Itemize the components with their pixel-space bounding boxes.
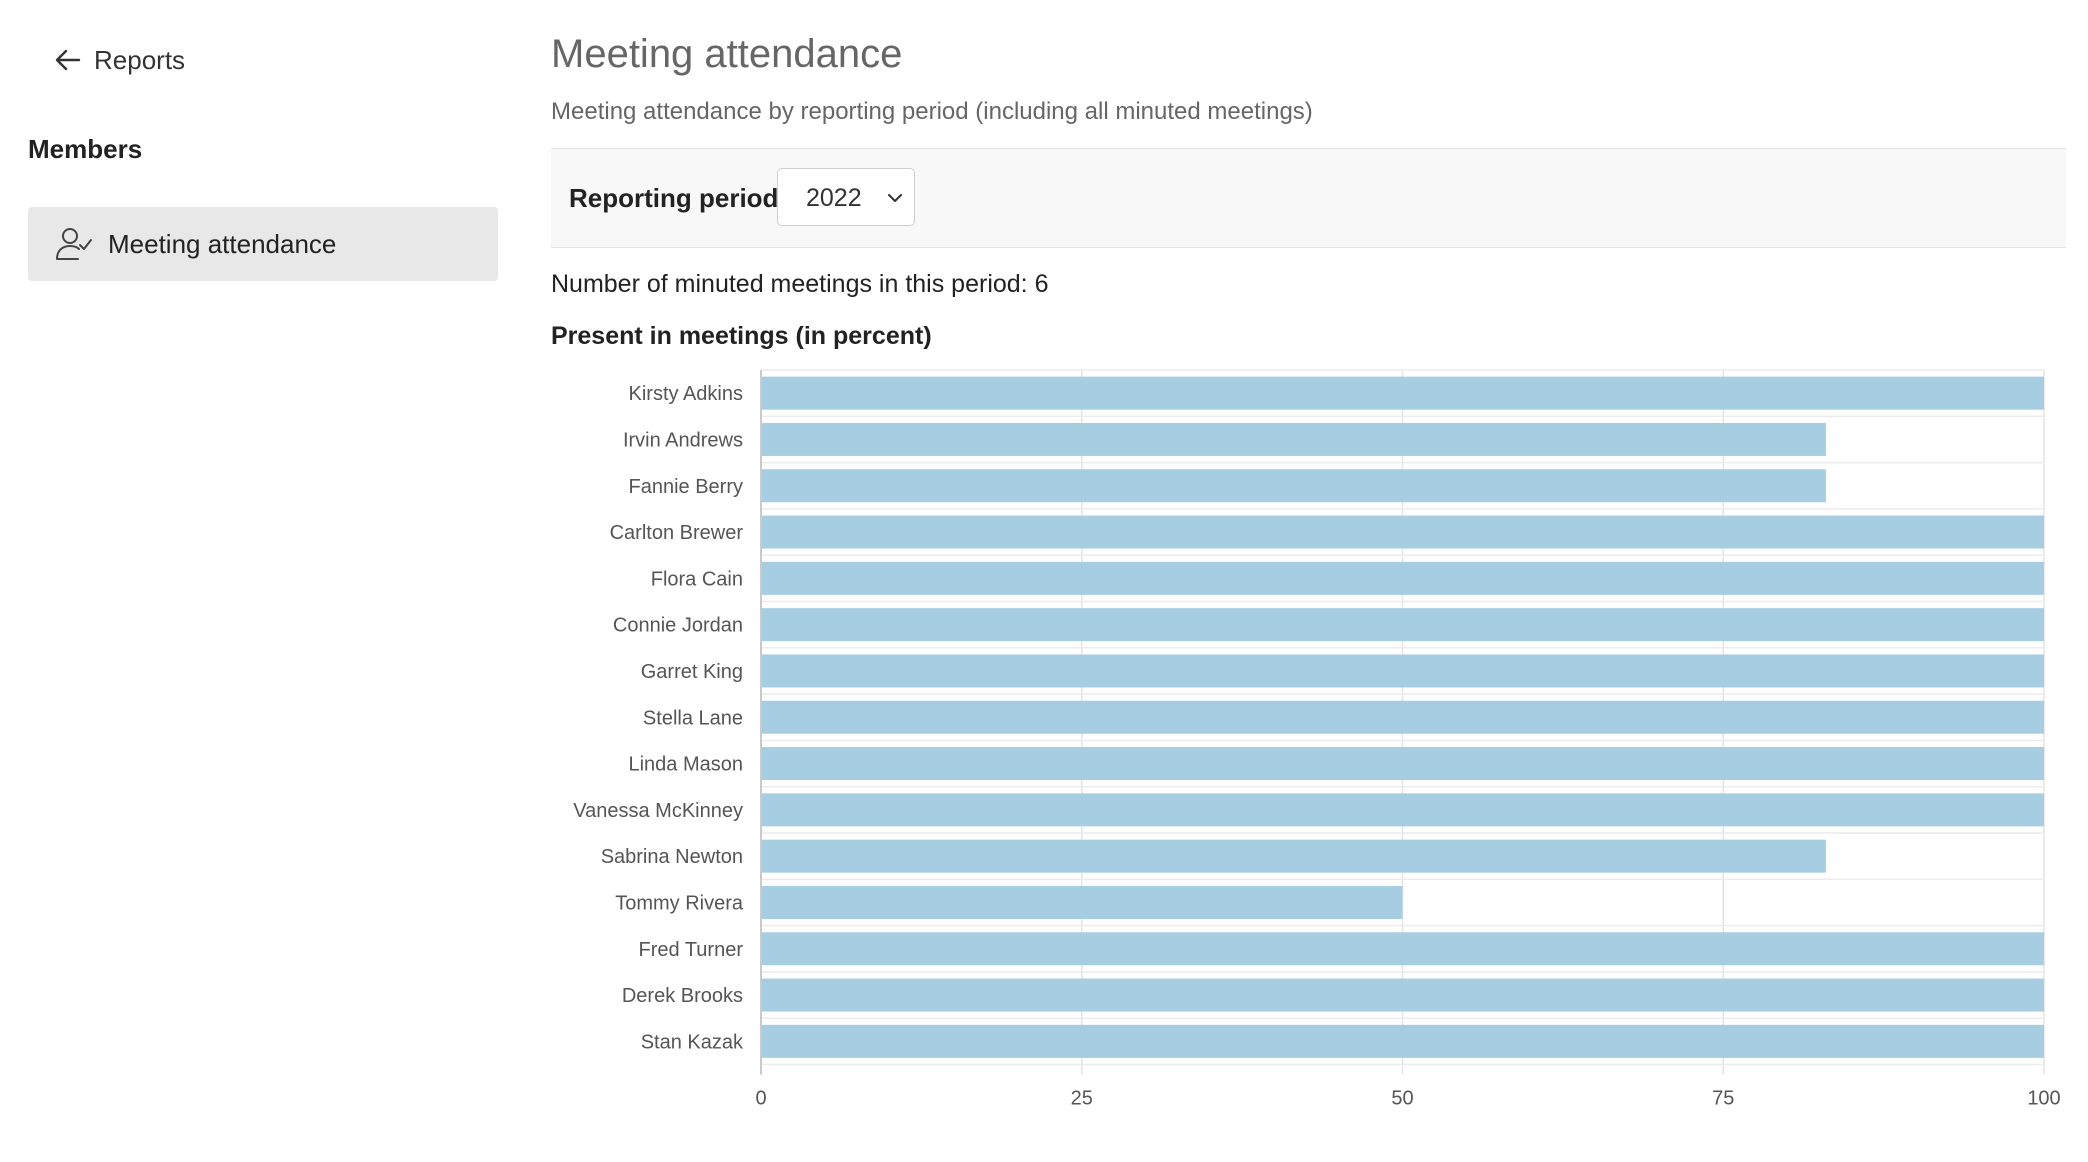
y-tick-label: Garret King (641, 661, 743, 683)
user-check-icon (56, 228, 92, 260)
bar (762, 376, 2044, 410)
bar (762, 561, 2044, 595)
y-tick-label: Fred Turner (639, 939, 744, 961)
page-subtitle: Meeting attendance by reporting period (… (551, 98, 1313, 125)
reporting-period-label: Reporting period (569, 183, 779, 213)
y-tick-label: Kirsty Adkins (629, 383, 743, 405)
bar (762, 1024, 2044, 1058)
main-content: Meeting attendance Meeting attendance by… (551, 0, 2066, 1162)
y-tick-label: Vanessa McKinney (573, 800, 743, 822)
bar (762, 793, 2044, 827)
back-link-label: Reports (94, 44, 186, 75)
bar (762, 932, 2044, 966)
y-tick-label: Carlton Brewer (610, 522, 744, 544)
y-tick-label: Derek Brooks (622, 985, 743, 1007)
reporting-period-select[interactable]: 2022 (777, 168, 915, 226)
x-tick-label: 100 (2027, 1088, 2060, 1110)
back-to-reports-link[interactable]: Reports (52, 44, 185, 76)
x-tick-label: 25 (1071, 1088, 1093, 1110)
y-tick-label: Connie Jordan (613, 615, 743, 637)
y-tick-label: Sabrina Newton (601, 846, 743, 868)
y-tick-label: Irvin Andrews (623, 429, 743, 451)
y-tick-label: Stan Kazak (641, 1031, 744, 1053)
x-tick-label: 0 (755, 1088, 766, 1110)
y-tick-label: Flora Cain (651, 568, 743, 590)
bar (762, 839, 1826, 873)
bar (762, 608, 2044, 642)
meetings-count: Number of minuted meetings in this perio… (551, 270, 1049, 298)
chevron-down-icon (888, 194, 902, 202)
y-tick-label: Stella Lane (643, 707, 743, 729)
bar (762, 700, 2044, 734)
arrow-left-icon (55, 49, 81, 71)
x-tick-label: 75 (1712, 1088, 1734, 1110)
chart-title: Present in meetings (in percent) (551, 322, 932, 350)
bar (762, 515, 2044, 549)
attendance-bar-chart: 0 25 50 75 100 Kirsty Adkins Irvin Andrews Fann… (573, 369, 2061, 1110)
reporting-period-value: 2022 (806, 184, 862, 212)
filter-bar: Reporting period 2022 (551, 148, 2066, 248)
y-tick-label: Fannie Berry (629, 476, 744, 498)
page-title: Meeting attendance (551, 32, 903, 76)
x-tick-label: 50 (1391, 1088, 1413, 1110)
sidebar: Reports Members Meeting attendance (0, 0, 520, 1162)
bar (762, 654, 2044, 688)
bar (762, 747, 2044, 781)
sidebar-item-meeting-attendance[interactable]: Meeting attendance (28, 207, 498, 281)
bar (762, 885, 1403, 919)
y-tick-label: Tommy Rivera (615, 892, 744, 914)
bar (762, 422, 1826, 456)
bar (762, 978, 2044, 1012)
sidebar-section-title: Members (28, 134, 143, 164)
sidebar-item-label: Meeting attendance (108, 228, 337, 259)
y-tick-label: Linda Mason (628, 754, 743, 776)
bar (762, 469, 1826, 503)
